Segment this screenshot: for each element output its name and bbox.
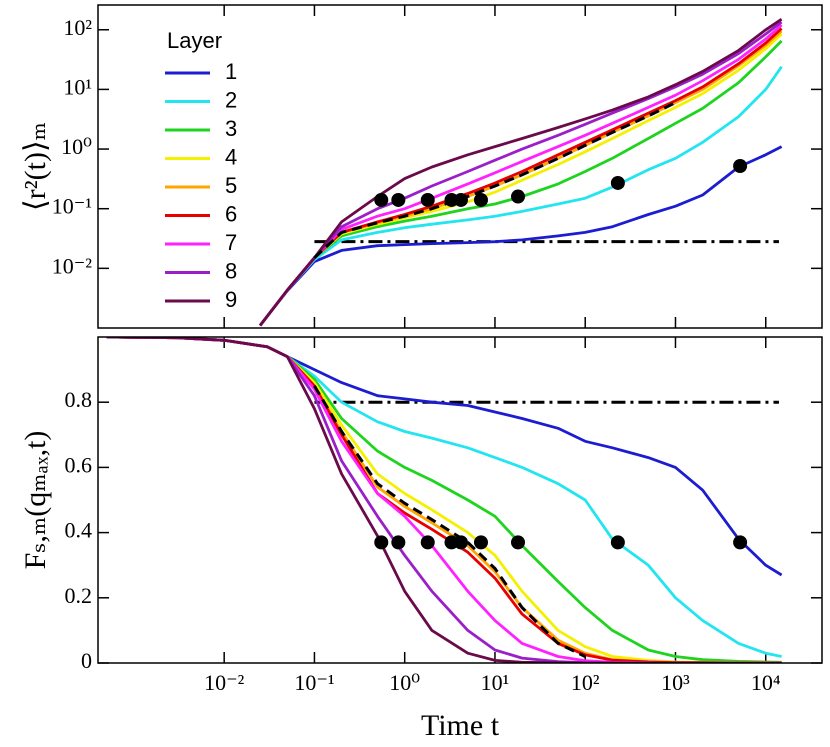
series-line (258, 20, 783, 327)
series-line (106, 337, 782, 663)
marker (374, 192, 389, 207)
x-tick-label: 10³ (661, 670, 690, 695)
y-tick-label: 10⁻¹ (52, 194, 92, 219)
fit-line (313, 385, 586, 658)
series-line (258, 39, 783, 327)
legend-label: 8 (225, 258, 237, 283)
x-tick-label: 10⁴ (751, 670, 781, 695)
fit-line (313, 101, 677, 259)
y-tick-label: 0.2 (65, 583, 93, 608)
marker (420, 535, 435, 550)
series-line (258, 18, 783, 327)
series-line (106, 337, 782, 658)
legend-label: 6 (225, 201, 237, 226)
marker (453, 192, 468, 207)
series-line (106, 337, 782, 663)
legend-label: 7 (225, 230, 237, 255)
marker (473, 535, 488, 550)
series-line (258, 23, 783, 327)
y-axis-label: Fₛ,ₘ(qₘₐₓ,t) (19, 431, 52, 570)
series-line (258, 65, 783, 327)
series-line (106, 337, 782, 663)
axes-frame (97, 4, 823, 329)
y-tick-label: 10¹ (63, 74, 92, 99)
y-tick-label: 10² (63, 15, 92, 40)
plot-area (258, 18, 783, 327)
legend-title: Layer (167, 28, 222, 53)
marker (511, 189, 526, 204)
plot-area (106, 337, 783, 663)
x-tick-label: 10⁻¹ (294, 670, 334, 695)
marker (453, 535, 468, 550)
y-tick-label: 0.4 (65, 518, 93, 543)
legend-label: 9 (225, 287, 237, 312)
series-line (106, 337, 782, 663)
legend-label: 4 (225, 144, 237, 169)
y-tick-label: 10⁻² (52, 253, 93, 278)
marker (391, 192, 406, 207)
series-line (258, 32, 783, 327)
marker (733, 535, 748, 550)
legend-label: 5 (225, 173, 237, 198)
marker (391, 535, 406, 550)
legend-label: 3 (225, 116, 237, 141)
x-tick-label: 10¹ (481, 670, 510, 695)
series-line (106, 337, 782, 663)
series-line (106, 337, 782, 663)
y-tick-label: 0.6 (65, 452, 93, 477)
series-line (106, 337, 783, 577)
y-axis-label: ⟨r²(t)⟩ₘ (19, 122, 52, 211)
x-tick-label: 10² (571, 670, 600, 695)
marker (610, 175, 625, 190)
series-line (258, 145, 783, 327)
marker (511, 535, 526, 550)
y-tick-label: 0 (81, 648, 92, 673)
legend-label: 2 (225, 87, 237, 112)
x-tick-label: 10⁰ (389, 670, 420, 695)
marker (473, 192, 488, 207)
marker (420, 192, 435, 207)
marker (374, 535, 389, 550)
y-tick-label: 0.8 (65, 387, 93, 412)
axes-frame (97, 336, 823, 664)
y-tick-label: 10⁰ (61, 134, 92, 159)
marker (733, 158, 748, 173)
x-axis-label: Time t (421, 709, 500, 742)
series-line (106, 337, 782, 663)
legend-label: 1 (225, 59, 237, 84)
marker (610, 535, 625, 550)
x-tick-label: 10⁻² (204, 670, 245, 695)
